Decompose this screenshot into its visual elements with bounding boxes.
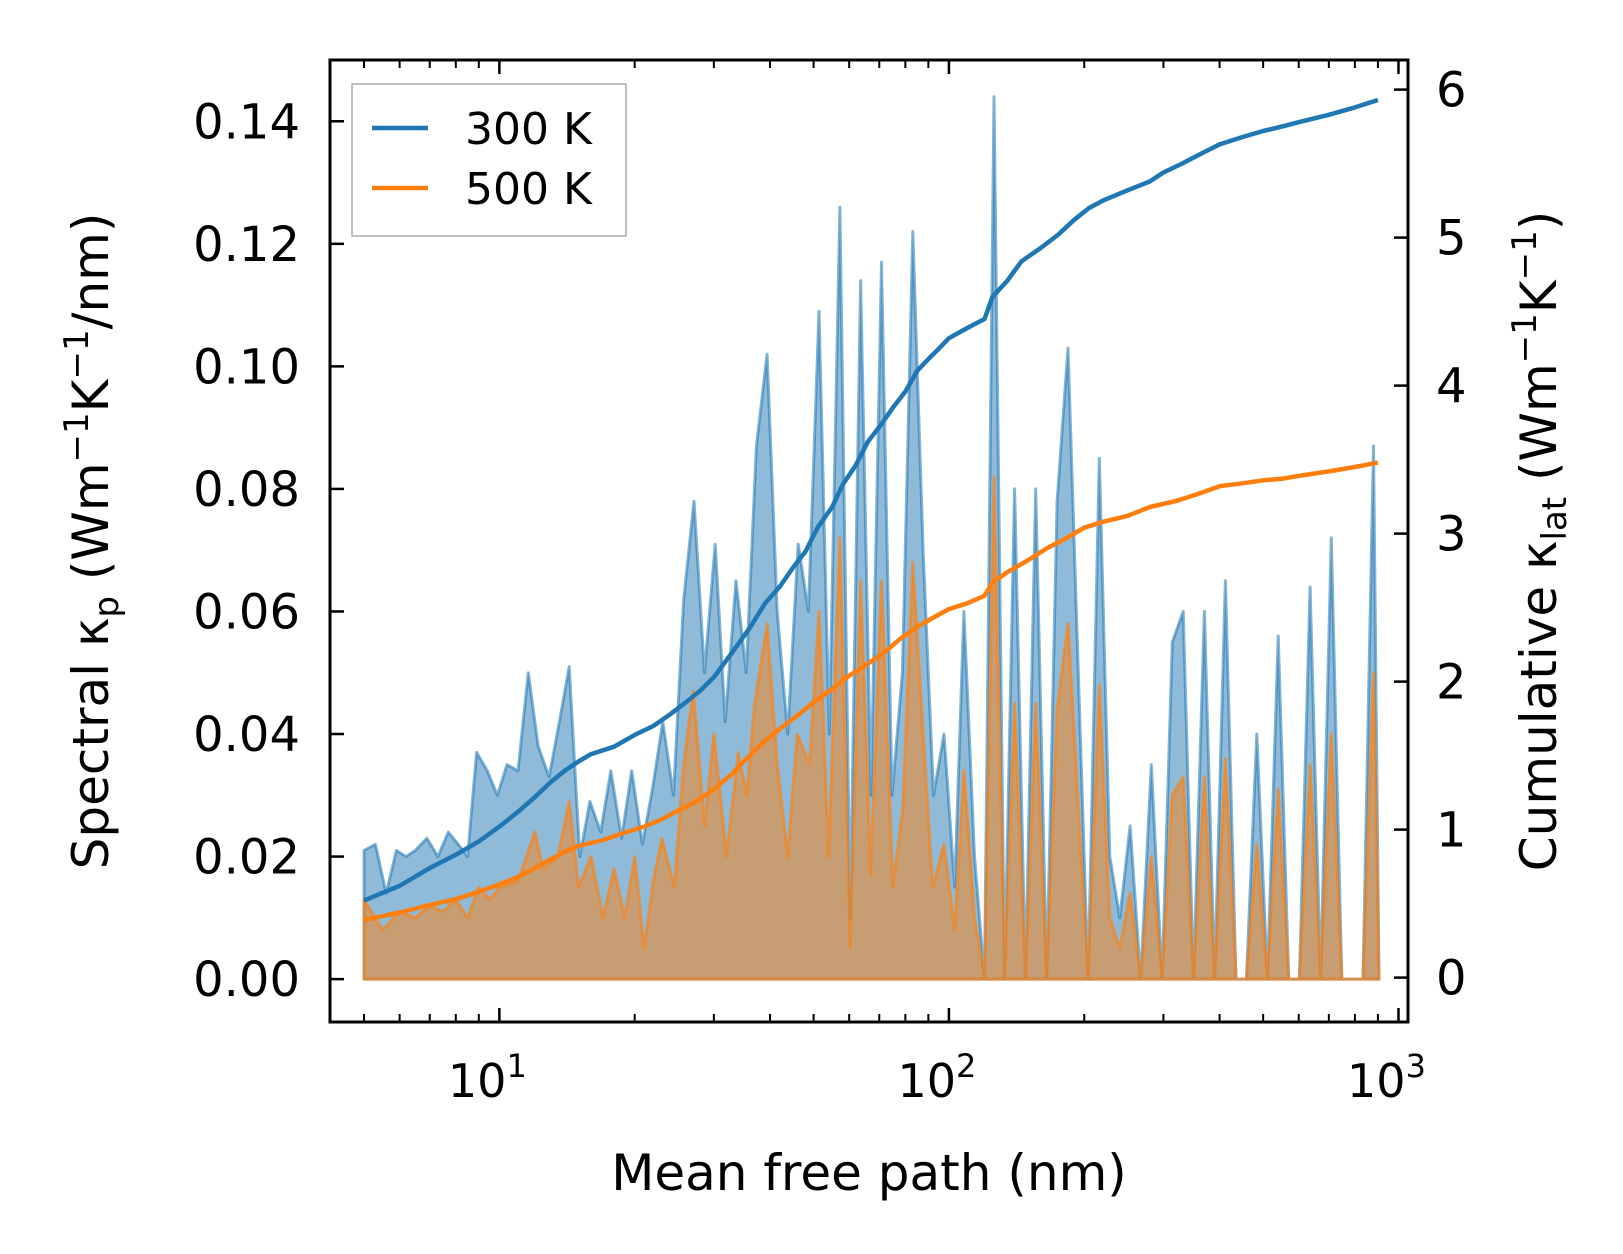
right-label-sub: lat <box>1535 497 1575 541</box>
right-label-unit-a: (Wm <box>1510 363 1568 497</box>
left-label-sub: p <box>87 596 127 618</box>
left-y-tick-label: 0.08 <box>193 462 300 518</box>
legend-label-500k: 500 K <box>465 164 593 215</box>
left-label-sup2: −1 <box>57 329 97 379</box>
left-y-tick-label: 0.14 <box>193 94 300 150</box>
left-y-tick-label: 0.10 <box>193 339 300 395</box>
right-y-tick-label: 1 <box>1436 803 1467 859</box>
cumulative-line-500k <box>363 460 1379 923</box>
right-label-unit-c: ) <box>1510 211 1568 231</box>
x-axis-label: Mean free path (nm) <box>611 1144 1127 1202</box>
left-label-unit-b: K <box>62 378 120 412</box>
right-y-tick-label: 4 <box>1436 359 1467 415</box>
spectral-fills <box>362 95 1381 981</box>
left-label-unit-c: /nm) <box>62 213 120 330</box>
x-axis: 101 102 103 <box>363 60 1426 1108</box>
legend: 300 K 500 K <box>351 83 627 237</box>
left-label-main: Spectral κ <box>62 618 120 870</box>
left-y-tick-label: 0.02 <box>193 830 300 886</box>
cumulative-line-300k <box>363 97 1379 903</box>
right-y-axis: 0 1 2 3 4 5 6 <box>1394 63 1467 1007</box>
left-y-tick-label: 0.00 <box>193 952 300 1008</box>
left-y-axis: 0.00 0.02 0.04 0.06 0.08 0.10 0.12 0.14 <box>193 94 344 1008</box>
left-y-axis-label: Spectral κp (Wm−1K−1/nm) <box>57 213 127 870</box>
right-y-tick-label: 3 <box>1436 507 1467 563</box>
right-label-unit-b: K <box>1510 279 1568 313</box>
left-y-tick-label: 0.06 <box>193 584 300 640</box>
right-y-tick-label: 0 <box>1436 951 1467 1007</box>
x-tick-label: 103 <box>1347 1047 1426 1108</box>
spectral-area-500k <box>362 475 1381 981</box>
left-y-tick-label: 0.12 <box>193 217 300 273</box>
x-tick-label: 102 <box>897 1047 976 1108</box>
right-y-tick-label: 2 <box>1436 655 1467 711</box>
right-y-tick-label: 5 <box>1436 211 1467 267</box>
right-y-axis-label: Cumulative κlat (Wm−1K−1) <box>1505 211 1575 871</box>
left-y-tick-label: 0.04 <box>193 707 300 763</box>
plot-frame <box>328 58 1410 1024</box>
left-label-sup1: −1 <box>57 412 97 462</box>
series-lines <box>363 97 1379 923</box>
x-tick-label: 101 <box>448 1047 527 1108</box>
right-label-sup1: −1 <box>1505 313 1545 363</box>
right-label-main: Cumulative κ <box>1510 540 1568 871</box>
right-label-sup2: −1 <box>1505 230 1545 280</box>
legend-box <box>351 83 627 237</box>
right-y-tick-label: 6 <box>1436 63 1467 119</box>
legend-label-300k: 300 K <box>465 104 593 155</box>
left-label-unit-a: (Wm <box>62 462 120 596</box>
